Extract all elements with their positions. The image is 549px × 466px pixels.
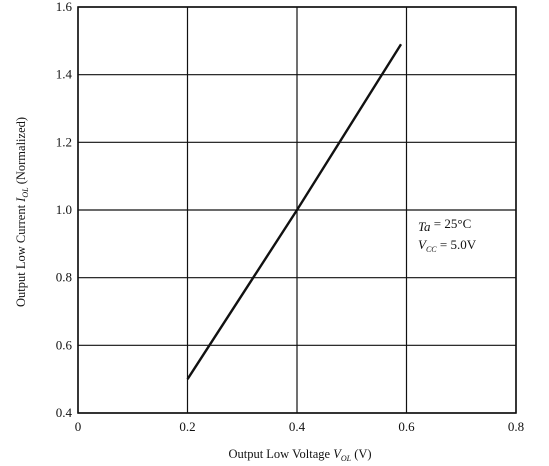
- y-tick-label: 0.8: [56, 270, 72, 285]
- y-tick-labels: 0.4 0.6 0.8 1.0 1.2 1.4 1.6: [56, 0, 73, 420]
- series-line-0: [186, 43, 403, 380]
- note-ta: Ta = 25°C: [418, 216, 471, 234]
- x-tick-label: 0.6: [398, 419, 415, 434]
- y-tick-label: 0.4: [56, 405, 73, 420]
- y-tick-label: 1.0: [56, 202, 72, 217]
- x-tick-label: 0.2: [179, 419, 195, 434]
- x-tick-label: 0.4: [289, 419, 306, 434]
- x-tick-labels: 0 0.2 0.4 0.6 0.8: [75, 419, 524, 434]
- condition-notes: Ta = 25°C VCC = 5.0V: [418, 216, 477, 254]
- y-tick-label: 1.4: [56, 67, 73, 82]
- x-axis-label: Output Low Voltage VOL (V): [228, 447, 371, 463]
- y-axis-label: Output Low Current IOL (Normalized): [14, 117, 30, 307]
- y-tick-label: 1.6: [56, 0, 73, 14]
- y-tick-label: 1.2: [56, 134, 72, 149]
- x-tick-label: 0: [75, 419, 82, 434]
- plot-frame: [77, 6, 517, 414]
- y-tick-label: 0.6: [56, 337, 73, 352]
- note-vcc: VCC = 5.0V: [418, 237, 477, 254]
- series-group: [186, 43, 403, 380]
- x-tick-label: 0.8: [508, 419, 524, 434]
